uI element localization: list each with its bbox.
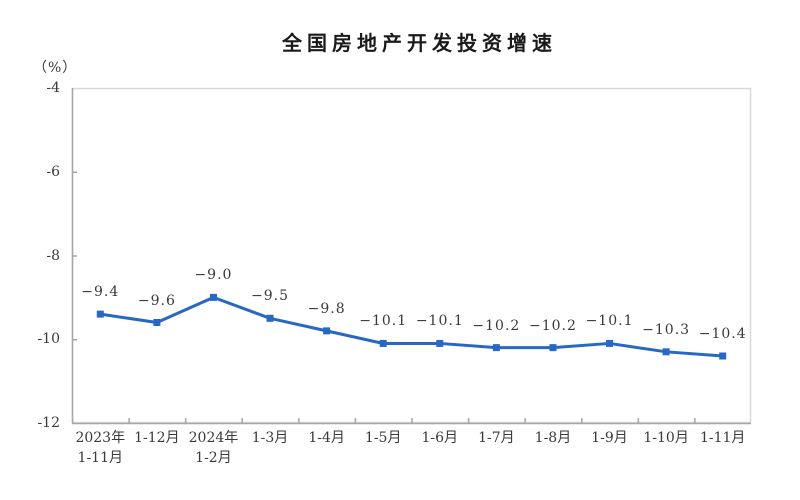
x-axis-category-label: 1-6月 (421, 430, 459, 446)
y-axis-tick-label: -10 (37, 331, 60, 348)
trend-line (98, 295, 725, 358)
x-axis-category-label: 1-7月 (478, 430, 515, 446)
data-point-label: −9.0 (194, 267, 233, 284)
x-axis-category-label: 2023年 1-11月 (75, 430, 126, 466)
data-point-marker (379, 339, 387, 347)
x-axis-category-label: 1-10月 (643, 430, 689, 446)
data-point-label: −9.5 (251, 288, 290, 305)
data-point-label: −9.6 (137, 292, 176, 309)
x-axis-category-label: 1-5月 (364, 430, 402, 446)
x-axis-category-label: 1-11月 (699, 430, 746, 446)
y-axis-tick-label: -4 (46, 80, 60, 96)
plot-area-border (71, 87, 752, 424)
x-axis-category-label: 1-12月 (134, 430, 180, 446)
data-point-marker (96, 310, 104, 318)
data-point-marker (492, 344, 500, 352)
y-axis-unit-label: （%） (33, 60, 78, 76)
data-point-marker (153, 319, 161, 326)
y-axis-tick-label: -6 (46, 163, 60, 180)
data-point-label: −10.2 (529, 317, 577, 334)
data-point-marker (606, 339, 614, 347)
y-axis-tick-label: -8 (46, 247, 60, 264)
data-point-label: −10.2 (472, 317, 521, 334)
data-point-label: −9.8 (307, 300, 346, 317)
x-axis-category-label: 1-9月 (591, 430, 628, 446)
data-point-marker (209, 293, 217, 301)
data-point-marker (719, 352, 727, 360)
data-point-marker (436, 339, 444, 347)
data-point-label: −10.1 (359, 313, 408, 330)
data-point-label: −10.3 (642, 321, 691, 338)
data-point-label: −10.4 (698, 326, 747, 342)
data-point-marker (549, 344, 557, 352)
y-axis-tick-label: -12 (37, 415, 60, 431)
x-axis-category-label: 2024年 1-2月 (188, 430, 239, 466)
data-point-label: −10.1 (415, 313, 464, 330)
data-point-marker (266, 314, 274, 322)
data-point-label: −9.4 (81, 284, 120, 301)
x-axis-category-label: 1-8月 (534, 430, 572, 446)
data-point-label: −10.1 (585, 313, 634, 330)
data-point-marker (662, 348, 670, 356)
data-point-marker (323, 327, 331, 335)
chart-title: 全国房地产开发投资增速 (282, 33, 557, 55)
x-axis-category-label: 1-3月 (251, 430, 289, 446)
x-axis-category-label: 1-4月 (308, 430, 345, 446)
